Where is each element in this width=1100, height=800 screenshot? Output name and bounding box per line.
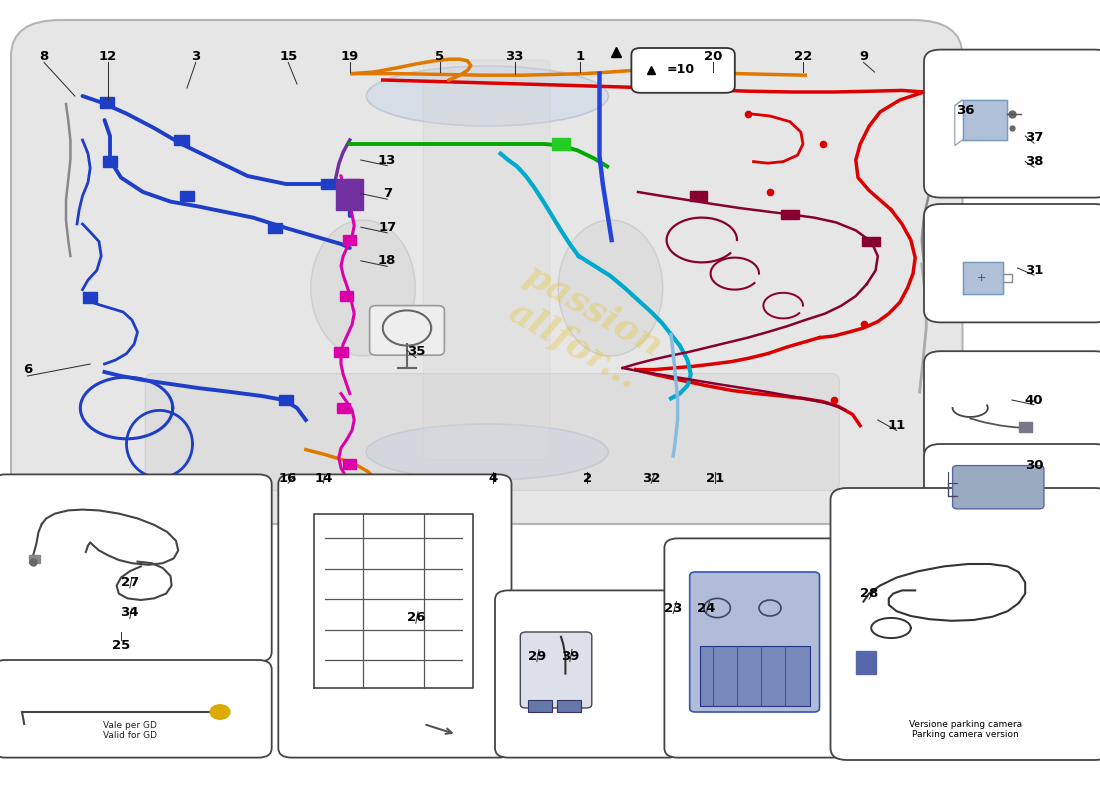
Bar (690, 191, 707, 201)
Text: 11: 11 (888, 419, 905, 432)
Text: 19: 19 (341, 50, 359, 62)
FancyBboxPatch shape (924, 50, 1100, 198)
Text: 30: 30 (1025, 459, 1043, 472)
FancyBboxPatch shape (690, 572, 820, 712)
FancyBboxPatch shape (278, 474, 512, 758)
FancyBboxPatch shape (924, 444, 1100, 528)
FancyBboxPatch shape (631, 48, 735, 93)
Text: 7: 7 (383, 187, 392, 200)
FancyBboxPatch shape (0, 474, 272, 662)
FancyBboxPatch shape (424, 60, 550, 460)
FancyBboxPatch shape (664, 538, 850, 758)
Bar (29, 555, 40, 563)
Polygon shape (955, 100, 962, 106)
Text: 21: 21 (706, 472, 724, 485)
Text: 34: 34 (121, 606, 139, 619)
Bar (341, 184, 359, 197)
FancyBboxPatch shape (830, 488, 1100, 760)
Bar (336, 179, 363, 210)
Text: 40: 40 (1025, 394, 1043, 406)
Bar (267, 222, 282, 233)
Bar (557, 700, 581, 712)
Text: 28: 28 (860, 587, 878, 600)
Bar (321, 178, 334, 189)
Text: 8: 8 (40, 50, 48, 62)
Bar (700, 646, 810, 706)
Text: Vale per GD: Vale per GD (103, 721, 156, 730)
FancyBboxPatch shape (953, 466, 1044, 509)
Text: 25: 25 (112, 639, 130, 652)
Text: 12: 12 (99, 50, 117, 62)
Text: 14: 14 (315, 472, 332, 485)
Text: 24: 24 (697, 602, 715, 614)
FancyBboxPatch shape (370, 306, 444, 355)
Text: 1: 1 (575, 50, 584, 62)
FancyBboxPatch shape (7, 485, 257, 651)
Text: =10: =10 (667, 63, 695, 76)
Text: 20: 20 (704, 50, 722, 62)
Ellipse shape (558, 220, 662, 356)
FancyBboxPatch shape (924, 351, 1100, 462)
Text: 15: 15 (279, 50, 297, 62)
Ellipse shape (366, 424, 608, 480)
Text: 2: 2 (583, 472, 592, 485)
Text: 18: 18 (378, 254, 396, 267)
Text: Versione parking camera
Parking camera version: Versione parking camera Parking camera v… (910, 720, 1022, 739)
Bar (279, 395, 293, 405)
Text: 16: 16 (279, 472, 297, 485)
FancyBboxPatch shape (0, 660, 272, 758)
Bar (334, 347, 348, 357)
Text: 35: 35 (407, 346, 425, 358)
Text: 9: 9 (859, 50, 868, 62)
Text: +: + (977, 274, 986, 283)
Text: 31: 31 (1025, 264, 1043, 277)
Text: 22: 22 (794, 50, 812, 62)
Bar (856, 651, 876, 674)
Text: 17: 17 (378, 221, 396, 234)
Text: 27: 27 (121, 576, 139, 589)
Ellipse shape (366, 66, 608, 126)
FancyBboxPatch shape (495, 590, 681, 758)
Text: 38: 38 (1025, 155, 1043, 168)
Polygon shape (962, 262, 1003, 294)
Text: 33: 33 (506, 50, 524, 62)
Text: 13: 13 (378, 154, 396, 166)
Bar (174, 135, 189, 146)
Text: 29: 29 (528, 650, 546, 662)
Polygon shape (962, 100, 1006, 140)
FancyBboxPatch shape (924, 204, 1100, 322)
Text: 5: 5 (436, 50, 444, 62)
Bar (343, 459, 356, 469)
Text: 23: 23 (664, 602, 682, 614)
FancyBboxPatch shape (145, 374, 839, 490)
Bar (343, 235, 356, 245)
Text: 26: 26 (407, 611, 425, 624)
Bar (180, 190, 195, 201)
Bar (552, 138, 570, 150)
Text: 32: 32 (642, 472, 660, 485)
Ellipse shape (310, 220, 416, 356)
Text: passion
allfor...: passion allfor... (498, 258, 668, 398)
Text: 3: 3 (191, 50, 200, 62)
Text: 39: 39 (561, 650, 579, 662)
Bar (99, 97, 114, 107)
Text: Valid for GD: Valid for GD (102, 731, 157, 741)
Text: 6: 6 (23, 363, 32, 376)
Bar (340, 291, 353, 301)
Text: 36: 36 (957, 104, 975, 117)
Bar (337, 403, 350, 413)
Bar (1019, 422, 1032, 432)
Bar (781, 210, 799, 219)
Text: 37: 37 (1025, 131, 1043, 144)
FancyBboxPatch shape (11, 20, 962, 524)
Bar (345, 179, 359, 189)
Text: 4: 4 (488, 472, 497, 485)
Bar (528, 700, 552, 712)
Bar (862, 237, 880, 246)
Bar (84, 292, 97, 302)
FancyBboxPatch shape (520, 632, 592, 708)
Circle shape (210, 705, 230, 719)
Bar (103, 157, 117, 166)
